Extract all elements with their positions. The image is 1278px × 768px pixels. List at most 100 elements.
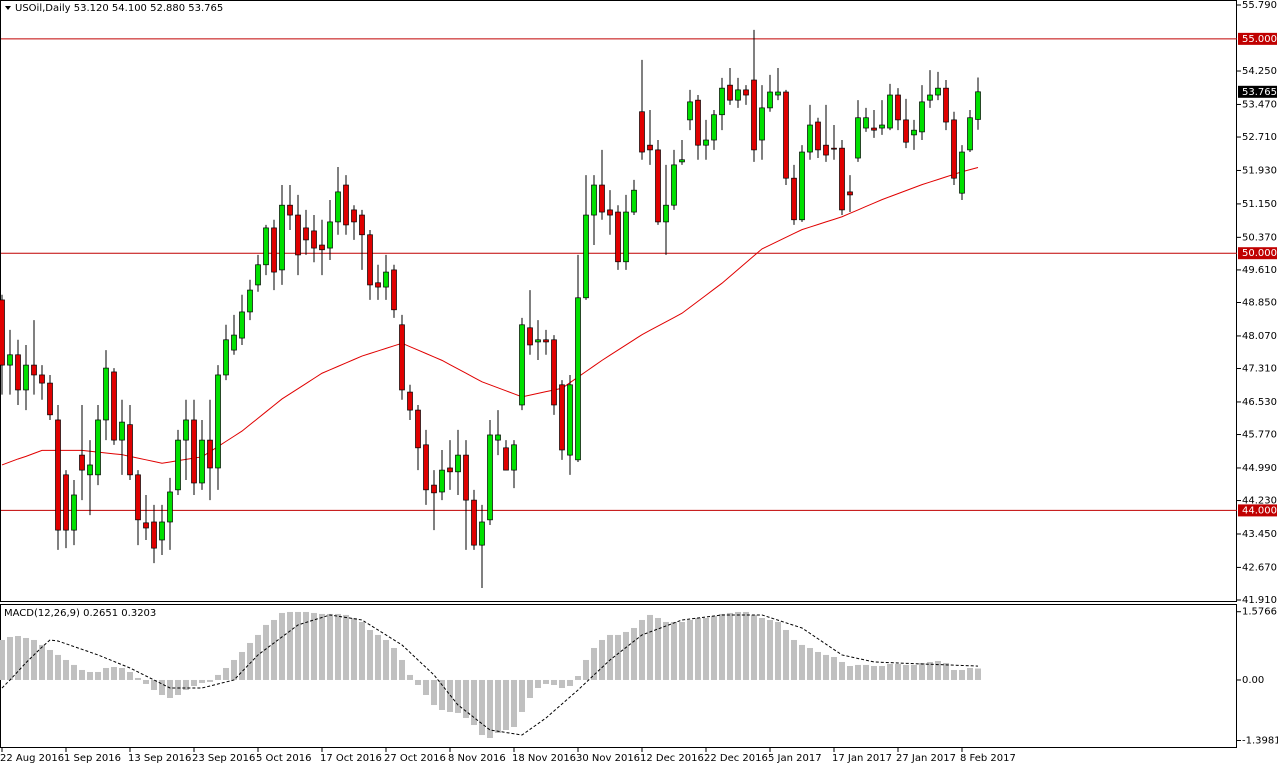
macd-bar (695, 617, 701, 680)
macd-bar (319, 613, 325, 680)
candle-body (511, 444, 517, 471)
x-tick-label: 8 Nov 2016 (448, 753, 506, 764)
macd-bar (183, 679, 189, 690)
macd-bar (271, 619, 277, 680)
macd-bar (543, 679, 549, 684)
candle-body (223, 339, 229, 376)
macd-bar (511, 679, 517, 728)
macd-bar (79, 669, 85, 680)
candle-body (607, 209, 613, 216)
candle-body (215, 374, 221, 469)
candle-body (559, 384, 565, 451)
macd-bar (159, 679, 165, 696)
macd-bar (263, 624, 269, 680)
macd-bar (711, 615, 717, 680)
macd-bar (127, 671, 133, 680)
macd-bar (71, 664, 77, 680)
macd-bar (447, 679, 453, 712)
candle-body (399, 324, 405, 391)
macd-bar (855, 664, 861, 680)
candle-body (767, 91, 773, 109)
macd-bar (199, 679, 205, 683)
menu-arrow (5, 6, 11, 10)
macd-bar (847, 665, 853, 680)
macd-y-tick-label: 1.5766 (1242, 607, 1277, 618)
macd-bar (151, 679, 157, 690)
macd-bar (647, 614, 653, 680)
macd-bar (671, 621, 677, 680)
candle-body (759, 107, 765, 141)
x-tick-label: 17 Jan 2017 (832, 753, 892, 764)
x-tick-label: 23 Sep 2016 (192, 753, 255, 764)
level-label-box (1238, 32, 1277, 45)
candle-body (919, 101, 925, 133)
macd-bar (831, 656, 837, 680)
candle-body (255, 264, 261, 286)
macd-bar (719, 613, 725, 680)
x-tick-label: 18 Nov 2016 (512, 753, 576, 764)
level-label: 50.000 (1242, 248, 1277, 259)
macd-bar (743, 611, 749, 680)
macd-bar (863, 664, 869, 680)
candle-body (567, 384, 573, 456)
candle-body (903, 119, 909, 143)
candle-body (175, 439, 181, 491)
candle-body (231, 334, 237, 351)
macd-bar (839, 661, 845, 680)
candle-body (23, 364, 29, 391)
candle-body (847, 191, 853, 196)
candle-body (479, 521, 485, 546)
macd-bar (103, 667, 109, 680)
macd-bar (887, 663, 893, 680)
macd-bar (391, 647, 397, 680)
macd-bar (231, 659, 237, 680)
macd-bar (143, 679, 149, 684)
candle-body (55, 419, 61, 531)
macd-y-tick-label: -1.3981 (1242, 736, 1278, 747)
macd-bar (655, 617, 661, 680)
candle-body (191, 419, 197, 484)
candle-body (167, 491, 173, 523)
candle-body (383, 271, 389, 288)
candle-body (975, 91, 981, 120)
macd-bar (95, 671, 101, 680)
y-tick-label: 47.310 (1242, 364, 1277, 375)
x-tick-label: 30 Nov 2016 (576, 753, 640, 764)
candle-body (815, 121, 821, 151)
candle-body (655, 149, 661, 223)
candle-body (791, 177, 797, 221)
candle-body (319, 244, 325, 251)
candle-body (367, 234, 373, 286)
macd-bar (935, 660, 941, 680)
y-tick-label: 51.930 (1242, 165, 1277, 176)
candle-body (303, 227, 309, 241)
macd-bar (479, 679, 485, 736)
candle-body (575, 297, 581, 461)
macd-bar (807, 647, 813, 680)
macd-bar (815, 651, 821, 680)
last-price-label: 53.765 (1242, 87, 1277, 98)
macd-bar (279, 612, 285, 680)
macd-bar (295, 611, 301, 680)
candle-body (911, 129, 917, 136)
macd-bar (799, 644, 805, 680)
candle-body (415, 409, 421, 449)
macd-bar (687, 619, 693, 680)
candle-body (0, 299, 5, 366)
candle-body (959, 151, 965, 194)
candle-body (663, 204, 669, 223)
candle-body (583, 214, 589, 299)
candle-body (447, 467, 453, 473)
macd-bar (503, 679, 509, 730)
x-tick-label: 17 Oct 2016 (320, 753, 382, 764)
macd-bar (495, 679, 501, 733)
candle-body (375, 282, 381, 288)
macd-bar (583, 659, 589, 680)
candle-body (239, 311, 245, 339)
macd-bar (111, 666, 117, 680)
macd-bar (535, 679, 541, 688)
x-tick-label: 1 Sep 2016 (64, 753, 121, 764)
candle-body (471, 499, 477, 546)
macd-bar (359, 621, 365, 680)
